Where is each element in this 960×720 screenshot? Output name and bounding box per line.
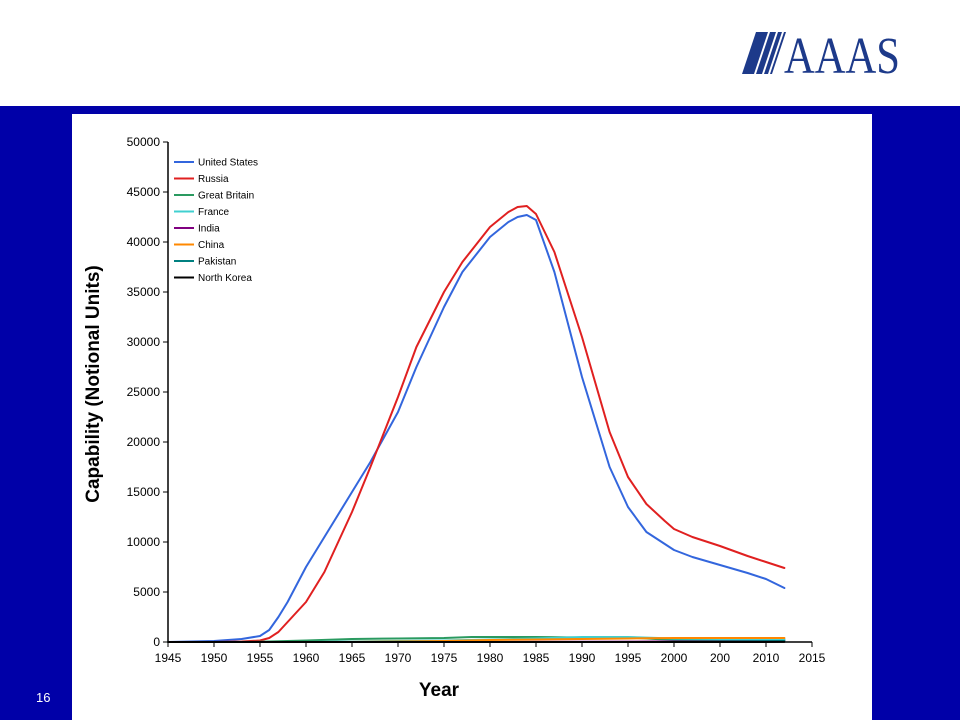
y-tick-label: 45000 <box>127 185 161 199</box>
x-tick-label: 1945 <box>155 651 182 665</box>
aaas-logo-text: AAAS <box>784 30 900 76</box>
aaas-logo: AAAS <box>742 30 900 76</box>
chart-axes: 0 5000 10000 15000 20000 25000 30000 35000 40000… <box>127 135 826 665</box>
x-tick-label: 1990 <box>569 651 596 665</box>
x-tick-label: 1995 <box>615 651 642 665</box>
y-tick-label: 40000 <box>127 235 161 249</box>
y-tick-label: 25000 <box>127 385 161 399</box>
legend-label-russia: Russia <box>198 174 229 185</box>
x-tick-label: 1980 <box>477 651 504 665</box>
x-tick-label: 1950 <box>201 651 228 665</box>
y-tick-label: 10000 <box>127 535 161 549</box>
x-tick-label: 1960 <box>293 651 320 665</box>
x-tick-label: 1975 <box>431 651 458 665</box>
legend-label-united-states: United States <box>198 158 258 169</box>
line-chart: 0 5000 10000 15000 20000 25000 30000 35000 40000… <box>83 135 826 701</box>
y-tick-label: 20000 <box>127 435 161 449</box>
y-tick-label: 35000 <box>127 285 161 299</box>
y-tick-label: 15000 <box>127 485 161 499</box>
y-axis-label: Capability (Notional Units) <box>83 265 104 503</box>
y-tick-label: 5000 <box>133 585 160 599</box>
chart-legend: United States Russia Great Britain France In… <box>174 158 258 284</box>
legend-label-china: China <box>198 240 225 251</box>
legend-label-india: India <box>198 224 220 235</box>
y-tick-label: 30000 <box>127 335 161 349</box>
legend-label-north-korea: North Korea <box>198 273 252 284</box>
aaas-logo-mark <box>742 32 786 74</box>
x-axis-label: Year <box>419 680 460 701</box>
x-tick-label: 2015 <box>799 651 826 665</box>
chart-lines <box>167 205 786 643</box>
x-tick-label: 1970 <box>385 651 412 665</box>
page-number: 16 <box>36 690 51 705</box>
legend-label-pakistan: Pakistan <box>198 257 236 268</box>
x-tick-label: 2010 <box>753 651 780 665</box>
series-line-russia <box>167 205 786 643</box>
slide-header: AAAS <box>0 0 960 106</box>
legend-label-france: France <box>198 207 230 218</box>
x-tick-label: 1985 <box>523 651 550 665</box>
x-tick-label: 1965 <box>339 651 366 665</box>
y-tick-label: 50000 <box>127 135 161 149</box>
x-tick-label: 1955 <box>247 651 274 665</box>
series-line-united-states <box>167 214 786 643</box>
legend-label-great-britain: Great Britain <box>198 191 254 202</box>
y-tick-label: 0 <box>153 635 160 649</box>
x-tick-label: 2000 <box>661 651 688 665</box>
chart-panel: 0 5000 10000 15000 20000 25000 30000 35000 40000… <box>72 114 872 720</box>
x-tick-label: 200 <box>710 651 730 665</box>
